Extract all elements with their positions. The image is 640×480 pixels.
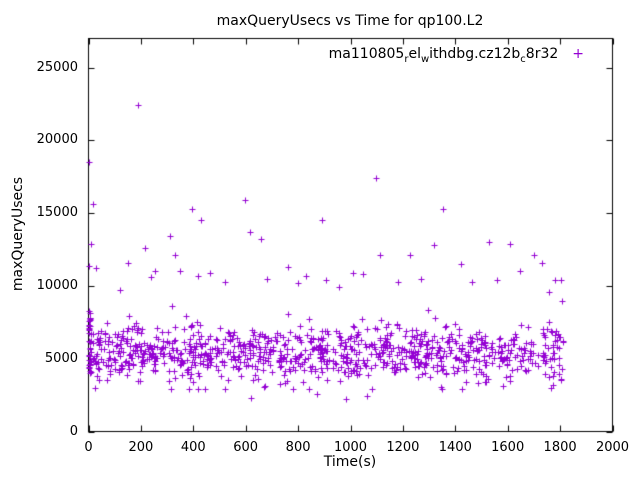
y-tick-label: 20000 [36,132,78,148]
legend-text-segment: ithdbg.cz12b [429,46,521,62]
x-tick-label: 1800 [543,439,577,455]
legend-text-segment: el [408,46,421,62]
legend-subscript: r [404,54,409,65]
legend-text-segment: ma110805 [328,46,405,62]
x-tick-label: 600 [233,439,259,455]
x-tick-label: 400 [180,439,206,455]
x-tick-label: 1600 [491,439,525,455]
x-tick-label: 200 [128,439,154,455]
y-tick-label: 25000 [36,59,78,75]
legend-subscript: c [520,54,526,65]
x-tick-label: 2000 [595,439,630,455]
x-tick-label: 1000 [333,439,368,455]
x-tick-label: 1400 [438,439,472,455]
y-tick-label: 15000 [36,205,78,221]
x-tick-label: 0 [84,439,93,455]
x-tick-label: 800 [285,439,311,455]
y-axis-label: maxQueryUsecs [10,176,26,292]
y-tick-label: 0 [69,423,78,439]
legend: ma110805relwithdbg.cz12bc8r32 + [329,46,584,65]
y-tick-label: 10000 [36,277,78,293]
x-tick-label: 1200 [386,439,420,455]
legend-text-segment: 8r32 [525,46,559,62]
chart-title: maxQueryUsecs vs Time for qp100.L2 [216,13,484,29]
legend-subscript: w [420,54,430,65]
x-axis-label: Time(s) [323,454,377,470]
legend-plus-marker-icon: + [572,46,584,62]
y-tick-label: 5000 [44,350,78,366]
legend-series-label: ma110805relwithdbg.cz12bc8r32 [329,46,559,65]
